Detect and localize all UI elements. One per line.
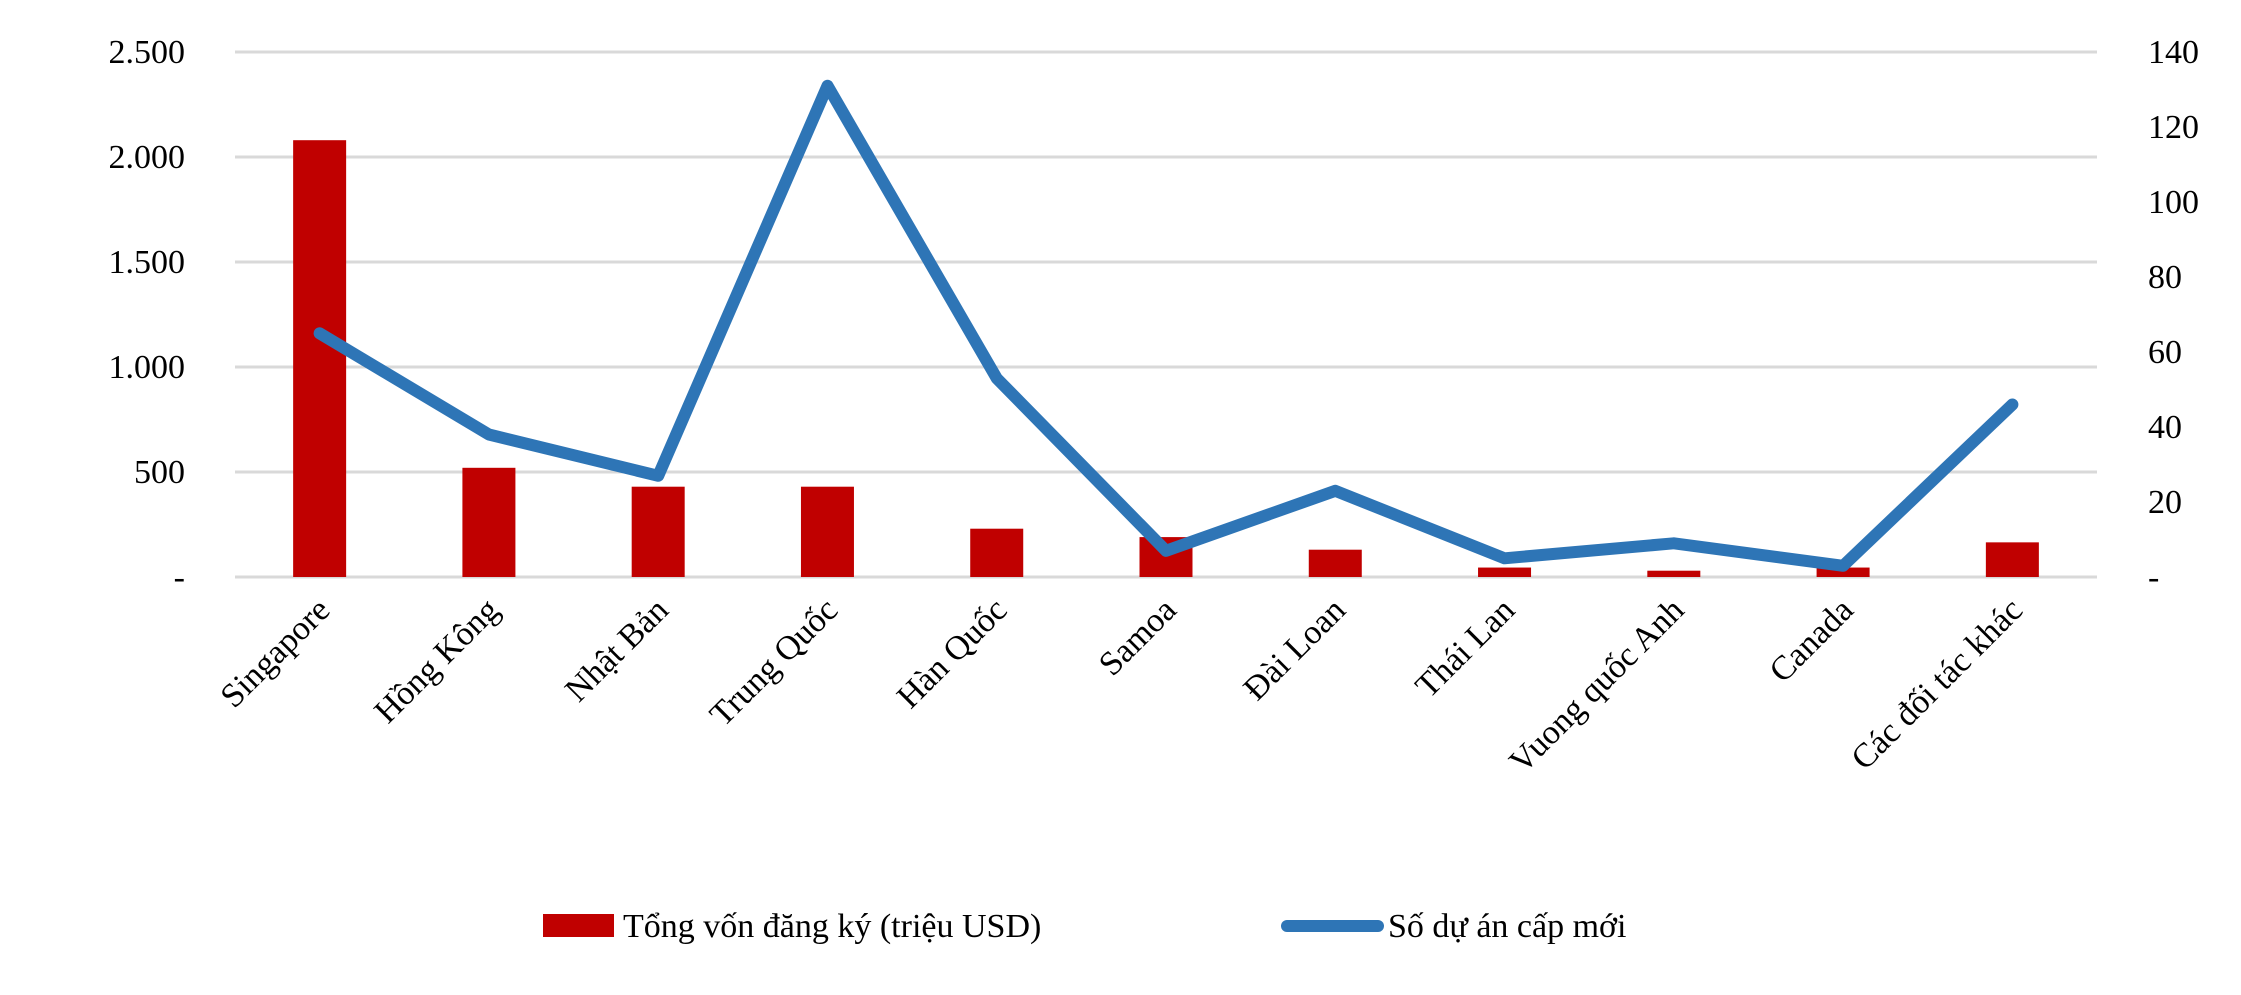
x-axis-category-label: Singapore <box>214 591 338 715</box>
right-axis-tick-label: 60 <box>2148 334 2182 371</box>
x-axis-category-label: Samoa <box>1092 591 1184 683</box>
legend-bar-swatch-icon <box>543 914 614 937</box>
legend-item-bar: Tổng vốn đăng ký (triệu USD) <box>543 908 1041 945</box>
x-axis-category-label: Trung Quốc <box>703 591 845 733</box>
legend-line-label: Số dự án cấp mới <box>1388 908 1626 945</box>
left-axis-tick-label: 500 <box>134 454 185 491</box>
x-axis-category-label: Thái Lan <box>1409 591 1523 705</box>
bar <box>1816 567 1870 577</box>
bar <box>800 486 854 577</box>
right-axis-tick-label: 80 <box>2148 259 2182 296</box>
x-axis-category-labels: Singapore Hồng Kông Nhật Bản Trung Quốc Hàn … <box>214 591 2030 780</box>
x-axis-category-label: Các đối tác khác <box>1844 591 2030 777</box>
left-axis-tick-label: 2.000 <box>109 139 186 176</box>
bar <box>1308 549 1362 577</box>
gridlines <box>235 50 2097 579</box>
legend-item-line: Số dự án cấp mới <box>1281 908 1626 945</box>
right-axis: - 20 40 60 80 100 120 140 <box>2148 34 2199 596</box>
legend: Tổng vốn đăng ký (triệu USD) Số dự án cấ… <box>543 908 1626 945</box>
x-axis-category-label: Canada <box>1762 591 1860 689</box>
x-axis-category-label: Vuong quốc Anh <box>1502 591 1691 780</box>
left-axis-tick-label: 1.000 <box>109 349 186 386</box>
bar <box>631 486 685 577</box>
right-axis-tick-label: 100 <box>2148 184 2199 221</box>
left-axis-tick-label: 1.500 <box>109 244 186 281</box>
bar <box>1478 567 1532 577</box>
right-axis-tick-label: 40 <box>2148 409 2182 446</box>
right-axis-tick-label: 120 <box>2148 109 2199 146</box>
bar-series <box>293 140 2039 577</box>
x-axis-category-label: Nhật Bản <box>558 591 676 709</box>
left-axis-tick-label: 2.500 <box>109 34 186 71</box>
bar <box>293 140 347 577</box>
right-axis-tick-label: - <box>2148 559 2159 596</box>
right-axis-tick-label: 140 <box>2148 34 2199 71</box>
bar <box>1985 542 2039 577</box>
bar <box>462 467 516 577</box>
x-axis-category-label: Đài Loan <box>1237 591 1353 707</box>
bar <box>970 528 1024 577</box>
x-axis-category-label: Hồng Kông <box>368 591 507 730</box>
left-axis-tick-label: - <box>174 559 185 596</box>
right-axis-tick-label: 20 <box>2148 484 2182 521</box>
left-axis: - 500 1.000 1.500 2.000 2.500 <box>109 34 186 596</box>
legend-bar-label: Tổng vốn đăng ký (triệu USD) <box>623 908 1041 945</box>
bar <box>1647 570 1701 577</box>
line-series <box>313 79 2019 572</box>
x-axis-category-label: Hàn Quốc <box>890 591 1014 715</box>
line-path <box>313 79 2019 572</box>
